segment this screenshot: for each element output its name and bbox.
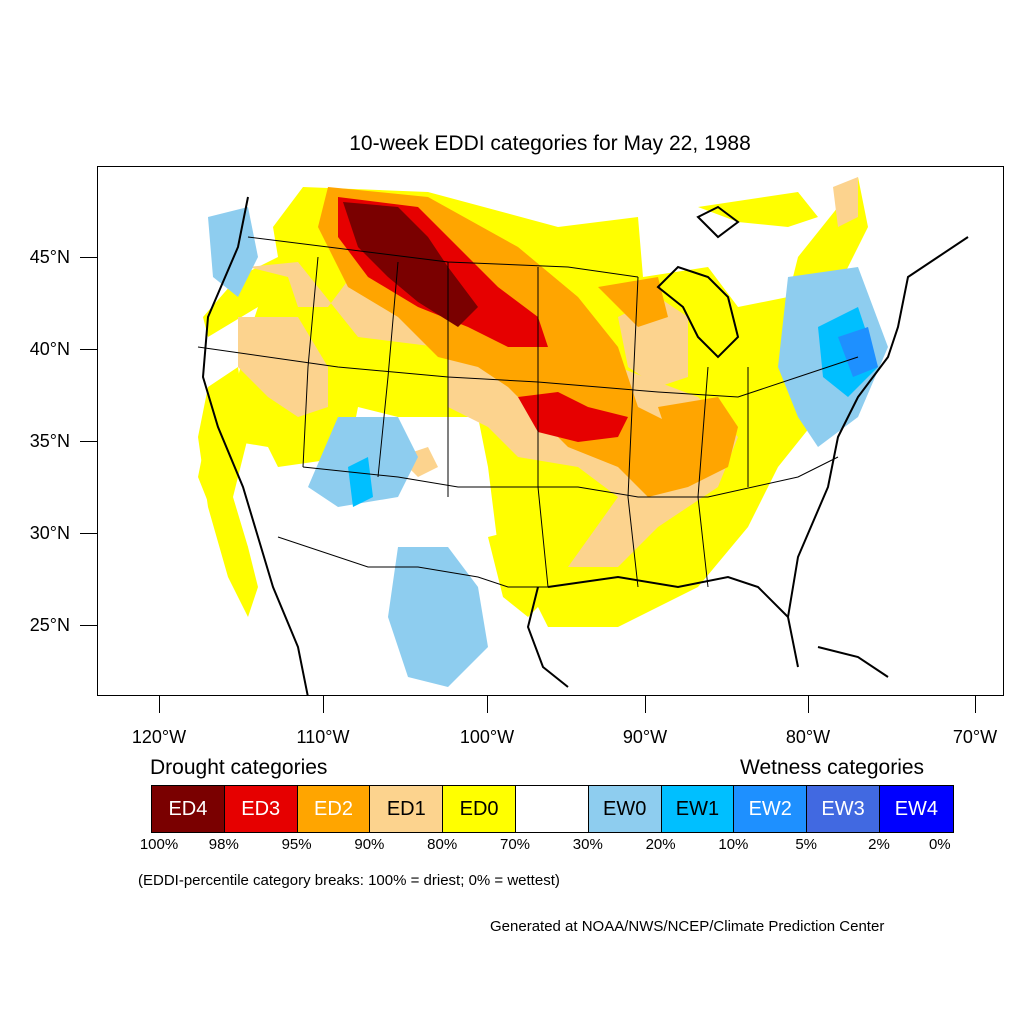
percentile-label: 0% [928, 836, 951, 853]
category-legend: ED4 ED3 ED2 ED1 ED0 EW0 EW1 EW2 EW3 EW4 [151, 785, 954, 833]
lon-label-80w: 80°W [785, 727, 831, 747]
border-line-40n [197, 346, 859, 398]
percentile-label: 20% [645, 836, 676, 853]
lat-label-40n: 40°N [29, 339, 70, 359]
legend-swatch-ed1: ED1 [370, 786, 444, 832]
ed1-region-quebec [833, 177, 858, 227]
ed1-region-great-basin [238, 317, 328, 417]
wetness-categories-title: Wetness categories [740, 756, 925, 779]
gulf-coast-texas [526, 586, 569, 688]
legend-swatch-ed0: ED0 [443, 786, 516, 832]
lon-tick [159, 696, 160, 713]
atlantic-coastline [787, 236, 969, 618]
ew-areas [208, 207, 888, 687]
map-title: 10-week EDDI categories for May 22, 1988 [349, 132, 751, 155]
category-note: (EDDI-percentile category breaks: 100% =… [138, 872, 560, 889]
lat-label-35n: 35°N [29, 431, 70, 451]
lon-tick [487, 696, 488, 713]
lat-label-25n: 25°N [29, 615, 70, 635]
ew1-region-arizona [348, 457, 373, 507]
canada-border [247, 236, 639, 278]
border-line-mexico [277, 536, 548, 588]
coastlines [201, 196, 969, 695]
lat-label-30n: 30°N [29, 523, 70, 543]
cuba-coastline [817, 646, 889, 678]
legend-swatch-ew4: EW4 [879, 786, 953, 832]
border-line-mississippi [627, 276, 639, 588]
lon-label-90w: 90°W [622, 727, 668, 747]
percentile-label: 10% [718, 836, 749, 853]
legend-swatch-ew2: EW2 [734, 786, 808, 832]
border-line-alabama [697, 366, 709, 588]
percentile-label: 100% [139, 836, 179, 853]
ed2-region-great-lakes [598, 277, 668, 327]
lon-tick [645, 696, 646, 713]
ed0-region-texas [488, 527, 558, 617]
legend-swatch-ed4: ED4 [152, 786, 225, 832]
border-line-plains [537, 267, 549, 588]
pacific-coastline [201, 196, 309, 695]
legend-swatch-ew1: EW1 [661, 786, 735, 832]
legend-swatch-ew0: EW0 [588, 786, 662, 832]
credit-text: Generated at NOAA/NWS/NCEP/Climate Predi… [490, 918, 885, 935]
legend-swatch-ed3: ED3 [224, 786, 298, 832]
percentile-label: 5% [795, 836, 818, 853]
map-frame [97, 166, 1004, 696]
lon-tick [808, 696, 809, 713]
lon-tick [975, 696, 976, 713]
lat-tick [80, 441, 97, 442]
ed4-areas [343, 202, 478, 327]
percentile-label: 98% [208, 836, 239, 853]
ed4-region-montana [343, 202, 478, 327]
legend-swatch-ew3: EW3 [807, 786, 880, 832]
border-line-35n [302, 456, 839, 498]
ed3-region-missouri [518, 392, 628, 442]
border-line-nevada [302, 256, 319, 468]
ew0-region-mexico [388, 547, 488, 687]
lon-label-100w: 100°W [459, 727, 515, 747]
percentile-label: 70% [499, 836, 531, 853]
state-boundaries [197, 236, 859, 588]
lake-superior-outline [696, 205, 740, 239]
ew2-region-northeast [838, 327, 878, 377]
lat-label-45n: 45°N [29, 247, 70, 267]
lat-tick [80, 257, 97, 258]
lon-tick [323, 696, 324, 713]
lat-tick [80, 533, 97, 534]
lon-label-110w: 110°W [296, 727, 350, 747]
percentile-label: 80% [427, 836, 458, 853]
lon-label-120w: 120°W [131, 727, 187, 747]
lon-label-70w: 70°W [952, 727, 998, 747]
drought-categories-title: Drought categories [150, 756, 328, 779]
border-line-utah [377, 261, 399, 478]
ed0-region-canada [698, 192, 818, 227]
lat-tick [80, 349, 97, 350]
lat-tick [80, 625, 97, 626]
percentile-label: 95% [281, 836, 312, 853]
ed0-region-west-coast [198, 367, 258, 617]
ew0-region-pnw [208, 207, 258, 297]
eddi-map [197, 177, 969, 695]
legend-swatch-neutral [515, 786, 589, 832]
percentile-label: 30% [572, 836, 603, 853]
ed2-region-ohio-valley [658, 397, 738, 467]
great-lakes-outline [656, 265, 740, 359]
legend-swatch-ed2: ED2 [297, 786, 371, 832]
percentile-label: 90% [354, 836, 385, 853]
percentile-label: 2% [868, 836, 890, 853]
